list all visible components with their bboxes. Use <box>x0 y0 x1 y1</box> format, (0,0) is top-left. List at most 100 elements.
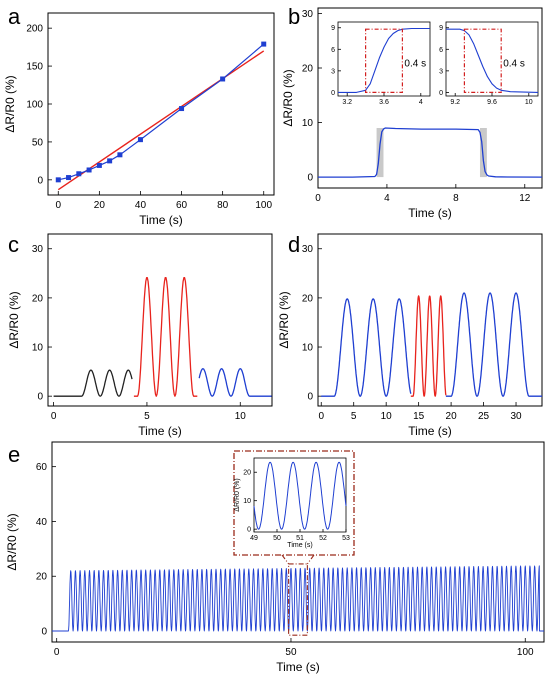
y-tick-label: 200 <box>26 24 43 35</box>
leader-line-right <box>306 554 315 565</box>
plot-frame <box>317 233 543 407</box>
plot-frame <box>317 7 543 189</box>
panel-letter-a: a <box>8 4 21 29</box>
data-point <box>137 137 143 143</box>
y-tick-label: 60 <box>36 462 48 473</box>
data-point <box>117 152 123 158</box>
x-axis-label: Time (s) <box>408 424 452 438</box>
x-tick-label: 80 <box>217 200 229 211</box>
y-tick-label: 150 <box>26 62 43 73</box>
x-tick-label: 10 <box>381 411 393 422</box>
chart-panel-c: 0 5 10 0 10 20 30 Time (s) ΔR/R0 (%) <box>7 233 273 438</box>
panel-letter-d: d <box>288 232 300 257</box>
inset-background <box>338 22 430 96</box>
x-tick-label: 0 <box>55 200 61 211</box>
response-time-annotation: 0.4 s <box>503 59 525 70</box>
chart-panel-a: 0 20 40 60 80 100 0 50 100 150 200 Time (s) ΔR/R0 (%… <box>3 12 275 227</box>
x-tick-label: 4 <box>384 193 390 204</box>
y-tick-label: 0 <box>37 392 43 403</box>
zoom-region-box <box>288 563 308 636</box>
y-tick-label: 6 <box>439 47 443 54</box>
y-axis-label: ΔR/R0 (%) <box>277 291 291 348</box>
y-tick-label: 0 <box>439 90 443 97</box>
plot-frame <box>51 441 545 643</box>
y-tick-label: 30 <box>302 244 314 255</box>
y-tick-label: 10 <box>32 343 44 354</box>
plot-frame <box>47 12 275 196</box>
x-tick-label: 5 <box>144 411 150 422</box>
series-line-3 <box>445 292 543 397</box>
y-tick-label: 0 <box>41 627 47 638</box>
leader-line-left <box>281 554 290 565</box>
y-tick-label: 50 <box>32 137 44 148</box>
series-line-2 <box>410 295 447 397</box>
x-tick-label: 0 <box>318 411 324 422</box>
x-tick-label: 5 <box>351 411 357 422</box>
y-tick-label: 3 <box>439 68 443 75</box>
y-tick-label: 30 <box>32 244 44 255</box>
y-tick-label: 9 <box>439 25 443 32</box>
x-tick-label: 49 <box>250 535 258 542</box>
data-point <box>86 167 92 173</box>
x-axis-label: Time (s) <box>138 424 182 438</box>
y-tick-label: 10 <box>243 498 251 505</box>
y-tick-label: 30 <box>302 9 314 20</box>
x-axis-label: Time (s) <box>276 660 320 674</box>
y-axis-label: ΔR/R0 (%) <box>234 478 241 511</box>
x-tick-label: 100 <box>517 647 534 658</box>
inset-fall: 9.2 9.6 10 0 3 6 9 0.4 s <box>439 21 539 106</box>
series-line-2 <box>133 277 198 397</box>
transition-shade <box>479 128 487 178</box>
y-axis-label: ΔR/R0 (%) <box>7 291 21 348</box>
x-tick-label: 10 <box>525 99 533 106</box>
x-tick-label: 0 <box>54 647 60 658</box>
y-axis-label: ΔR/R0 (%) <box>5 513 19 570</box>
y-tick-label: 20 <box>32 293 44 304</box>
x-tick-label: 40 <box>135 200 147 211</box>
y-tick-label: 0 <box>247 527 251 534</box>
time-window-box <box>463 28 502 94</box>
panel-letter-c: c <box>8 232 19 257</box>
y-tick-label: 6 <box>331 47 335 54</box>
x-tick-label: 9.2 <box>450 99 460 106</box>
y-tick-label: 0 <box>307 173 313 184</box>
x-axis-label: Time (s) <box>408 206 452 220</box>
plot-frame <box>47 233 273 407</box>
data-series-line <box>58 43 265 181</box>
x-tick-label: 4 <box>419 99 423 106</box>
y-tick-label: 0 <box>331 90 335 97</box>
x-tick-label: 15 <box>413 411 425 422</box>
x-tick-label: 9.6 <box>487 99 497 106</box>
y-tick-label: 100 <box>26 100 43 111</box>
data-point <box>66 175 72 181</box>
response-line <box>318 127 543 178</box>
x-tick-label: 0 <box>51 411 57 422</box>
data-point <box>107 158 113 164</box>
y-tick-label: 20 <box>302 293 314 304</box>
x-tick-label: 60 <box>176 200 188 211</box>
y-tick-label: 10 <box>302 118 314 129</box>
inset-cyclic-line <box>253 461 347 530</box>
y-tick-label: 20 <box>36 572 48 583</box>
x-tick-label: 10 <box>235 411 247 422</box>
data-point <box>55 177 61 183</box>
x-tick-label: 0 <box>315 193 321 204</box>
transition-shade <box>376 128 384 178</box>
y-tick-label: 0 <box>307 392 313 403</box>
time-window-box <box>365 28 404 94</box>
data-point <box>261 41 267 47</box>
chart-panel-d: 0 5 10 15 20 25 30 0 10 20 30 Time (s) ΔR/R0 (%) <box>277 233 543 438</box>
y-tick-label: 9 <box>331 25 335 32</box>
x-axis-label: Time (s) <box>287 542 312 549</box>
y-axis-label: ΔR/R0 (%) <box>3 75 17 132</box>
x-tick-label: 8 <box>453 193 459 204</box>
panel-letter-e: e <box>8 442 20 467</box>
series-line-1 <box>53 369 133 397</box>
y-axis-label: ΔR/R0 (%) <box>281 69 295 126</box>
x-tick-label: 50 <box>285 647 297 658</box>
series-line-1 <box>320 298 412 397</box>
x-tick-label: 3.2 <box>342 99 352 106</box>
x-tick-label: 20 <box>446 411 458 422</box>
